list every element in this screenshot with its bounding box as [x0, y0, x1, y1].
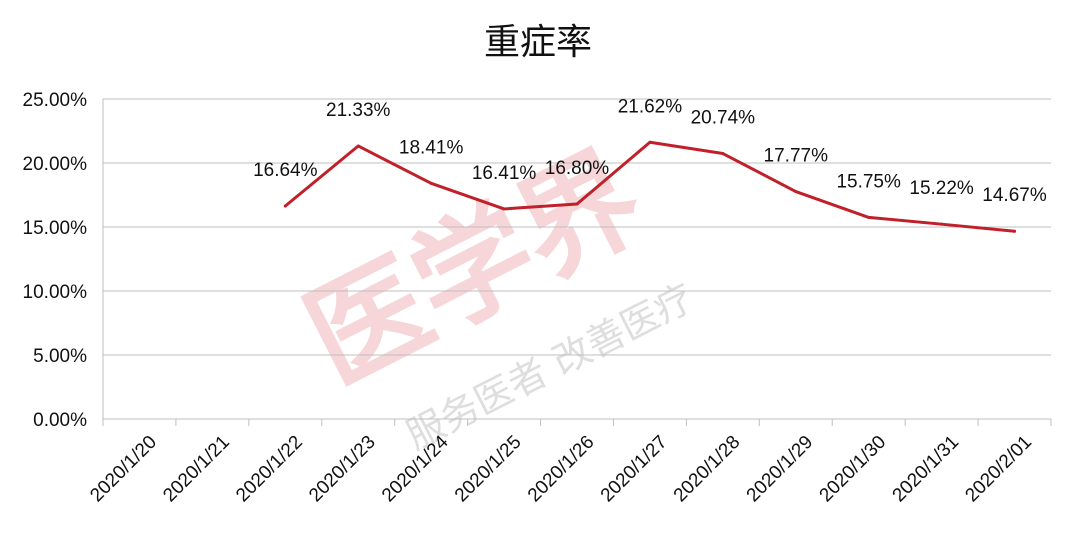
y-tick-label: 0.00%	[33, 410, 87, 431]
series-line	[283, 140, 1017, 233]
y-tick-label: 5.00%	[33, 346, 87, 367]
data-point	[502, 207, 506, 211]
x-tick-label: 2020/1/31	[889, 432, 964, 507]
data-label: 21.62%	[618, 96, 683, 117]
axes	[102, 99, 1052, 426]
data-point	[575, 202, 579, 206]
data-point	[648, 140, 652, 144]
y-tick-label: 15.00%	[23, 218, 88, 239]
data-point	[940, 222, 944, 226]
x-tick-label: 2020/1/25	[451, 432, 526, 507]
data-labels: 16.64% 21.33% 18.41% 16.41% 16.80% 21.62% 20.7…	[253, 96, 1047, 206]
y-tick-label: 20.00%	[23, 154, 88, 175]
y-tick-label: 10.00%	[23, 282, 88, 303]
data-label: 18.41%	[399, 137, 464, 158]
data-label: 20.74%	[691, 108, 756, 129]
data-label: 17.77%	[764, 146, 829, 167]
gridlines	[103, 98, 1051, 356]
data-label: 16.64%	[253, 160, 318, 181]
x-tick-label: 2020/1/30	[816, 432, 891, 507]
y-axis-ticks: 0.00% 5.00% 10.00% 15.00% 20.00% 25.00%	[23, 90, 88, 431]
data-point	[283, 204, 287, 208]
x-tick-label: 2020/1/22	[232, 432, 307, 507]
data-point	[867, 215, 871, 219]
x-tick-label: 2020/1/27	[597, 432, 672, 507]
y-tick-label: 25.00%	[23, 90, 88, 111]
x-tick-label: 2020/1/21	[159, 432, 234, 507]
chart-title: 重症率	[484, 22, 592, 63]
x-tick-label: 2020/1/28	[670, 432, 745, 507]
data-label: 16.80%	[545, 158, 610, 179]
data-label: 14.67%	[982, 185, 1047, 206]
data-label: 15.75%	[836, 171, 901, 192]
series-group	[283, 140, 1017, 233]
data-point	[429, 181, 433, 185]
data-label: 15.22%	[909, 178, 974, 199]
data-label: 21.33%	[326, 100, 391, 121]
x-tick-label: 2020/1/29	[743, 432, 818, 507]
x-tick-label: 2020/1/20	[86, 432, 161, 507]
data-label: 16.41%	[472, 163, 537, 184]
data-point	[356, 144, 360, 148]
x-tick-label: 2020/1/26	[524, 432, 599, 507]
data-point	[721, 152, 725, 156]
x-tick-label: 2020/2/01	[961, 432, 1036, 507]
data-point	[794, 190, 798, 194]
x-tick-label: 2020/1/23	[305, 432, 380, 507]
data-point	[1013, 229, 1017, 233]
